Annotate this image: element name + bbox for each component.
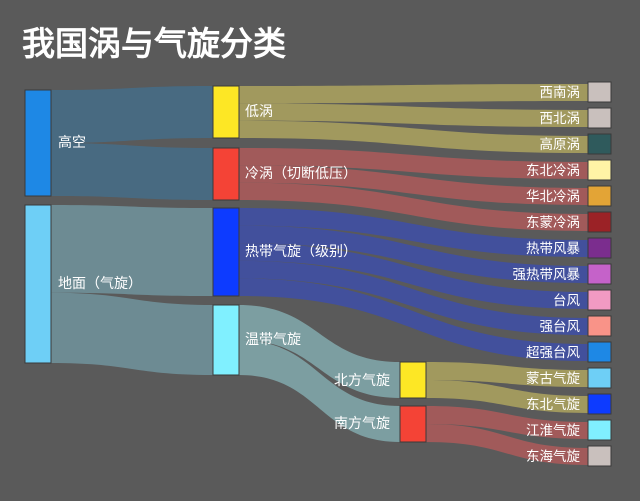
leaf-link-6 <box>239 208 588 257</box>
leaf-label-1: 西北涡 <box>540 111 581 127</box>
link-wendai-beifang <box>239 305 400 398</box>
leaf-label-14: 东海气旋 <box>526 449 580 465</box>
leaf-swatch-10 <box>587 341 612 363</box>
leaf-swatch-1 <box>587 107 612 129</box>
leaf-link-5 <box>239 182 588 231</box>
node-label-gaokong: 高空 <box>58 134 86 151</box>
leaf-swatch-9 <box>587 315 612 337</box>
diagram-title: 我国涡与气旋分类 <box>22 24 286 63</box>
link-gaokong-lengwo <box>51 143 213 200</box>
leaf-swatch-14 <box>587 445 612 467</box>
node-diwo <box>212 85 240 139</box>
node-dimian <box>24 204 52 364</box>
leaf-label-3: 东北冷涡 <box>526 163 580 179</box>
leaf-swatch-12 <box>587 393 612 415</box>
node-label-lengwo: 冷涡（切断低压） <box>245 166 357 182</box>
leaf-label-4: 华北冷涡 <box>526 189 580 205</box>
leaf-link-3 <box>239 148 588 179</box>
leaf-label-6: 热带风暴 <box>526 241 580 257</box>
node-beifang <box>399 361 427 399</box>
leaf-link-2 <box>239 120 588 153</box>
leaf-swatch-13 <box>587 419 612 441</box>
link-gaokong-diwo <box>51 86 213 143</box>
leaf-swatch-11 <box>587 367 612 389</box>
leaf-link-12 <box>426 380 588 413</box>
leaf-label-0: 西南涡 <box>540 85 581 101</box>
leaf-label-7: 强热带风暴 <box>513 267 581 283</box>
link-wendai-nanfang <box>239 340 400 442</box>
leaf-link-13 <box>426 406 588 439</box>
link-dimian-wendai <box>51 292 213 375</box>
leaf-link-14 <box>426 424 588 465</box>
leaf-link-4 <box>239 165 588 205</box>
node-wendai <box>212 304 240 376</box>
leaf-label-2: 高原涡 <box>540 136 581 153</box>
leaf-label-12: 东北气旋 <box>526 397 580 413</box>
node-redai <box>212 207 240 297</box>
node-lengwo <box>212 147 240 201</box>
link-dimian-redai <box>51 205 213 296</box>
leaf-label-5: 东蒙冷涡 <box>526 215 580 231</box>
node-label-redai: 热带气旋（级别） <box>245 244 357 260</box>
sankey-leaves: 西南涡西北涡高原涡东北冷涡华北冷涡东蒙冷涡热带风暴强热带风暴台风强台风超强台风蒙… <box>513 81 612 467</box>
leaf-link-8 <box>239 243 588 309</box>
leaf-swatch-8 <box>587 289 612 311</box>
leaf-swatch-6 <box>587 237 612 259</box>
leaf-swatch-7 <box>587 263 612 285</box>
leaf-link-9 <box>239 260 588 335</box>
leaf-label-11: 蒙古气旋 <box>526 371 580 387</box>
leaf-label-10: 超强台风 <box>526 345 580 361</box>
leaf-swatch-4 <box>587 185 612 207</box>
leaf-link-11 <box>426 362 588 387</box>
node-nanfang <box>399 405 427 443</box>
sankey-links <box>51 84 588 465</box>
leaf-swatch-0 <box>587 81 612 103</box>
leaf-link-10 <box>239 278 588 361</box>
leaf-link-1 <box>239 103 588 127</box>
leaf-label-9: 强台风 <box>540 319 581 335</box>
leaf-swatch-3 <box>587 159 612 181</box>
node-label-beifang: 北方气旋 <box>334 373 390 389</box>
leaf-label-13: 江淮气旋 <box>526 423 580 439</box>
leaf-swatch-2 <box>587 133 612 155</box>
leaf-link-7 <box>239 225 588 283</box>
node-label-nanfang: 南方气旋 <box>334 416 390 432</box>
leaf-swatch-5 <box>587 211 612 233</box>
node-label-diwo: 低涡 <box>245 104 273 120</box>
leaf-label-8: 台风 <box>553 293 581 309</box>
node-gaokong <box>24 89 52 197</box>
node-label-wendai: 温带气旋 <box>245 332 301 348</box>
leaf-link-0 <box>239 84 588 104</box>
node-label-dimian: 地面（气旋） <box>58 276 142 292</box>
